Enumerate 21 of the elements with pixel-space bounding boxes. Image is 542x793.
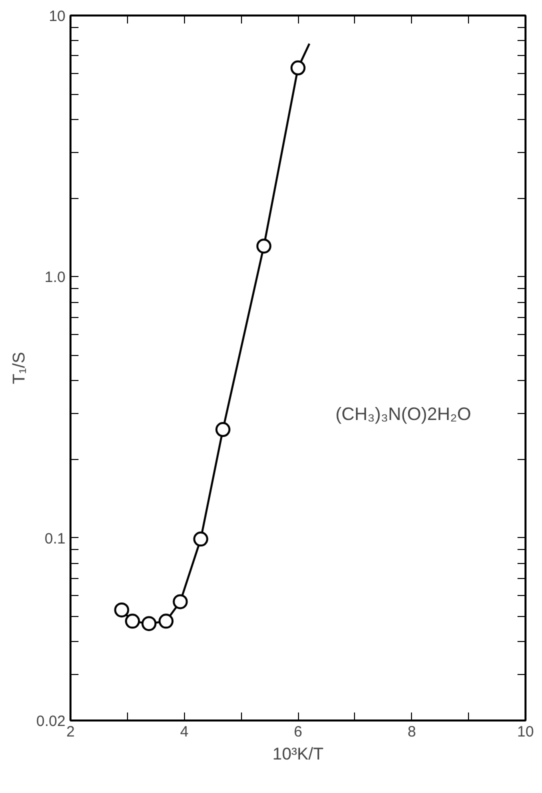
y-tick-label: 0.02 [36,713,66,730]
x-tick-label: 4 [180,724,188,740]
x-tick-label: 6 [294,724,302,740]
point [141,616,156,632]
y-tick-label: 1.0 [44,269,66,286]
point [290,60,306,76]
point [256,238,272,254]
point [193,532,208,547]
y-axis-title: T₁/S [9,352,28,384]
annotation: (CH₃)₃N(O)2H₂O [336,404,472,424]
x-tick-label: 2 [66,724,75,740]
y-tick-label: 0.1 [44,530,66,548]
y-tick-label: 10 [48,8,66,25]
point [215,422,230,438]
x-tick-label: 10 [517,724,534,740]
point [158,614,174,629]
x-axis-title: 10³K/T [272,744,324,764]
point [114,602,130,618]
x-tick-label: 8 [408,724,416,740]
point [124,614,140,629]
point [172,594,188,610]
